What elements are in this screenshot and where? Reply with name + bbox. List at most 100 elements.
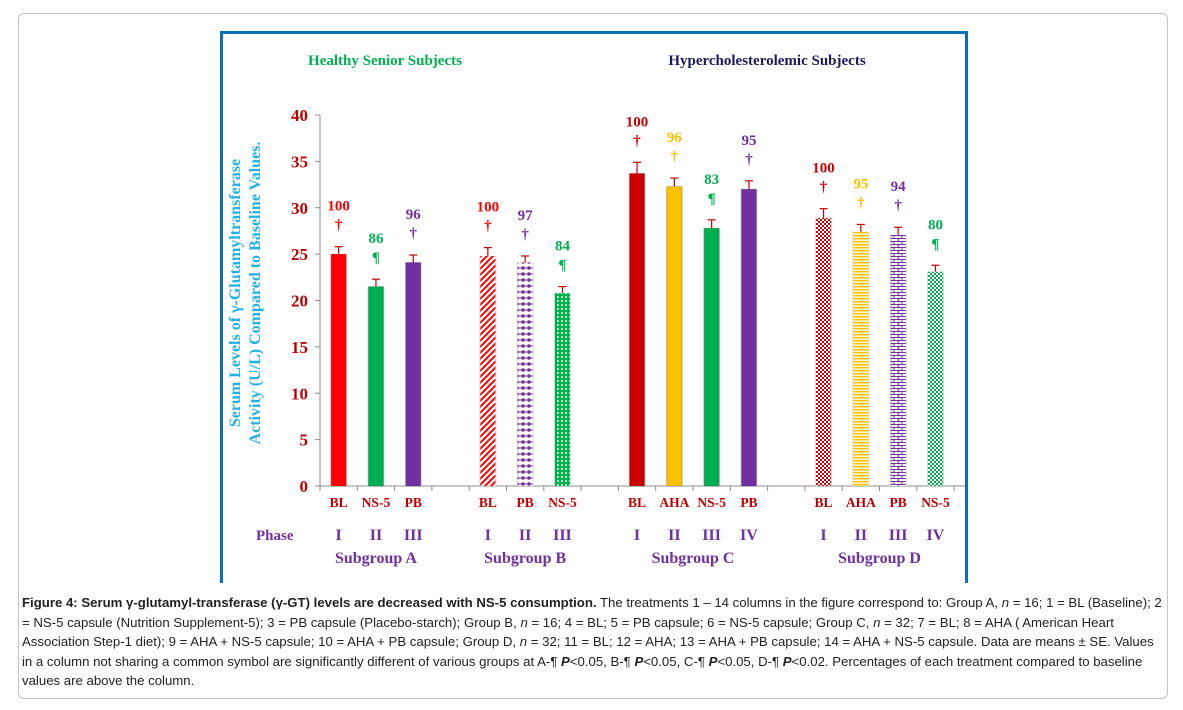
y-tick-label: 35 (291, 152, 308, 171)
percent-label: 95 (741, 133, 756, 149)
bar-subgroup-b-ns-5 (554, 293, 570, 486)
caption-text: <0.02. Percentages of each treatment com… (22, 653, 1143, 689)
caption-n: n (519, 634, 528, 650)
percent-label: 96 (406, 207, 422, 223)
bar-chart: Healthy Senior Subjects Hypercholesterol… (227, 53, 965, 567)
category-label: BL (628, 495, 646, 510)
caption-p: P (634, 653, 644, 669)
phase-numeral: IV (740, 527, 758, 544)
phase-numeral: II (855, 527, 867, 544)
category-label: PB (890, 495, 907, 510)
bar-subgroup-a-bl (330, 253, 347, 487)
significance-symbol: ¶ (558, 258, 566, 274)
y-tick-label: 0 (300, 477, 309, 496)
y-tick-label: 40 (291, 106, 308, 125)
bar-subgroup-d-aha (853, 231, 869, 486)
category-label: NS-5 (921, 495, 950, 510)
percent-label: 100 (812, 161, 835, 177)
caption-text: <0.05, D-¶ (717, 653, 783, 669)
percent-label: 100 (626, 114, 649, 130)
significance-symbol: † (820, 180, 828, 196)
category-label: NS-5 (362, 495, 391, 510)
subgroup-label: Subgroup D (838, 550, 921, 567)
bar-subgroup-d-pb (890, 234, 906, 486)
category-label: PB (740, 495, 757, 510)
percent-label: 97 (518, 208, 534, 224)
significance-symbol: † (410, 226, 418, 242)
category-label: AHA (659, 495, 689, 510)
significance-symbol: † (484, 219, 492, 235)
bar-subgroup-b-pb (517, 262, 533, 486)
y-axis-label-line1: Serum Levels of γ-Glutamyltransferase (227, 159, 244, 427)
bar-subgroup-c-aha (666, 185, 683, 487)
significance-symbol: † (894, 198, 902, 214)
significance-symbol: ¶ (931, 236, 939, 252)
bar-subgroup-b-bl (480, 255, 496, 486)
caption-text: = 32; 11 = BL; 12 = AHA; 13 = AHA + PB c… (22, 634, 1154, 669)
category-label: BL (479, 495, 497, 510)
significance-symbol: † (335, 218, 343, 234)
y-tick-label: 30 (291, 199, 308, 218)
category-label: NS-5 (548, 495, 577, 510)
bar-subgroup-d-ns-5 (927, 271, 943, 486)
phase-numeral: III (702, 527, 721, 544)
phase-numeral: I (820, 527, 826, 544)
significance-symbol: † (521, 227, 529, 243)
bar-subgroup-d-bl (816, 217, 832, 486)
percent-label: 100 (477, 200, 500, 216)
phase-numeral: III (553, 527, 572, 544)
caption-title: Figure 4: Serum γ-glutamyl-transferase (… (22, 595, 597, 610)
caption-n: n (520, 614, 528, 630)
significance-symbol: † (671, 149, 679, 165)
caption-text: = 16; 1 = BL (Baseline); 2 = NS-5 capsul… (22, 595, 1162, 630)
caption-p: P (782, 653, 792, 669)
y-tick-label: 10 (291, 384, 308, 403)
percent-label: 95 (853, 176, 868, 192)
percent-label: 86 (368, 231, 384, 247)
caption-n: n (1001, 595, 1010, 610)
phase-numeral: II (519, 527, 531, 544)
phase-numeral: I (336, 527, 342, 544)
phase-numeral: IV (927, 527, 945, 544)
category-label: NS-5 (697, 495, 726, 510)
caption-p: P (708, 653, 718, 669)
percent-label: 84 (555, 239, 571, 255)
caption-p: P (561, 653, 570, 669)
phase-numeral: III (404, 527, 423, 544)
subgroup-label: Subgroup B (484, 550, 566, 567)
category-label: PB (517, 495, 534, 510)
phase-numeral: I (485, 527, 491, 544)
caption-text: = 32; 7 = BL; 8 = AHA ( American Heart A… (22, 614, 1114, 650)
phase-numeral: III (889, 527, 908, 544)
caption-text: <0.05, C-¶ (643, 653, 709, 669)
caption-n: n (873, 614, 881, 630)
percent-label: 96 (667, 130, 683, 146)
caption-text: = 16; 4 = BL; 5 = PB capsule; 6 = NS-5 c… (527, 614, 874, 630)
bar-subgroup-a-ns-5 (367, 286, 384, 487)
subgroup-label: Subgroup C (652, 550, 735, 567)
bar-subgroup-c-ns-5 (703, 227, 720, 487)
category-label: BL (815, 495, 833, 510)
significance-symbol: ¶ (372, 250, 380, 266)
bar-subgroup-c-pb (740, 188, 757, 487)
phase-numeral: II (668, 527, 680, 544)
bar-subgroup-c-bl (629, 172, 646, 487)
phase-numeral: II (370, 527, 382, 544)
percent-label: 94 (891, 179, 907, 195)
y-tick-label: 15 (291, 338, 308, 357)
bar-subgroup-a-pb (405, 261, 422, 487)
percent-label: 83 (704, 172, 719, 188)
significance-symbol: † (633, 133, 641, 149)
y-tick-label: 5 (300, 431, 309, 450)
header-healthy-seniors: Healthy Senior Subjects (308, 53, 462, 69)
category-label: BL (330, 495, 348, 510)
significance-symbol: ¶ (708, 191, 716, 207)
phase-numeral: I (634, 527, 640, 544)
percent-label: 80 (928, 217, 943, 233)
figure-caption: Figure 4: Serum γ-glutamyl-transferase (… (22, 593, 1162, 691)
header-hypercholesterolemic: Hypercholesterolemic Subjects (668, 53, 865, 69)
category-label: AHA (846, 495, 876, 510)
phase-label: Phase (256, 528, 294, 544)
significance-symbol: † (857, 195, 865, 211)
y-tick-label: 20 (291, 292, 308, 311)
